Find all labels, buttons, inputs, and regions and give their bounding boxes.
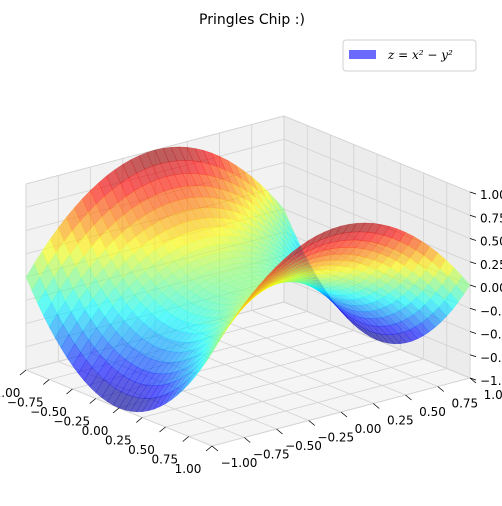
z-tick-mark — [469, 331, 477, 334]
y-tick-mark — [276, 428, 283, 435]
z-tick-label: −0.25 — [480, 304, 502, 318]
x-tick-label: −1.00 — [0, 386, 20, 400]
z-tick-mark — [469, 214, 477, 218]
y-tick-mark — [469, 377, 477, 384]
x-tick-mark — [182, 436, 190, 442]
surface-patch — [230, 303, 245, 325]
z-tick-label: 0.00 — [480, 281, 502, 295]
legend-box — [342, 39, 477, 72]
surface-plot — [25, 146, 471, 413]
grid-line — [283, 185, 471, 263]
x-tick-label: 1.00 — [175, 462, 202, 476]
z-tick-label: 0.50 — [480, 235, 502, 249]
surface-patch — [383, 226, 398, 239]
surface-patch — [399, 231, 414, 246]
y-tick-label: −0.25 — [317, 431, 354, 445]
legend: z = x² − y² — [342, 39, 477, 72]
x-tick-label: −0.50 — [30, 405, 67, 419]
x-tick-mark — [89, 398, 97, 404]
x-tick-mark — [66, 388, 73, 395]
x-tick-label: −0.25 — [53, 415, 90, 429]
y-tick-label: 0.50 — [419, 405, 446, 419]
grid-line — [188, 368, 447, 437]
x-tick-label: 0.00 — [82, 424, 109, 438]
grid-line — [283, 115, 471, 193]
z-tick-mark — [469, 261, 477, 265]
z-tick-mark — [469, 307, 477, 311]
surface-patch — [334, 223, 350, 236]
x-tick-mark — [19, 369, 27, 376]
z-tick-mark — [469, 238, 477, 241]
surface-patch — [205, 339, 221, 363]
surface-patch — [318, 227, 334, 242]
x-tick-label: 0.50 — [128, 443, 155, 457]
x-tick-mark — [42, 379, 50, 385]
surface-patch — [326, 225, 342, 238]
surface-patch — [270, 258, 285, 276]
x-tick-label: 0.75 — [151, 453, 178, 467]
y-tick-label: 0.75 — [451, 397, 478, 411]
surface-patch — [262, 266, 277, 284]
grid-line — [283, 162, 471, 239]
surface-patch — [310, 231, 326, 246]
x-tick-label: 0.25 — [105, 434, 132, 448]
y-tick-mark — [372, 403, 380, 409]
x-tick-label: −0.75 — [7, 396, 44, 410]
z-tick-label: 0.75 — [480, 211, 502, 225]
x-tick-mark — [205, 445, 213, 452]
y-tick-label: −1.00 — [221, 456, 258, 470]
legend-swatch — [349, 50, 376, 59]
y-tick-mark — [340, 411, 348, 418]
z-tick-mark — [469, 191, 477, 195]
y-tick-mark — [405, 394, 412, 401]
z-tick-label: 1.00 — [480, 188, 502, 202]
legend-label: z = x² − y² — [387, 48, 453, 62]
y-tick-label: 0.00 — [355, 422, 382, 436]
y-tick-mark — [243, 437, 251, 443]
z-tick-label: −0.75 — [480, 351, 502, 365]
grid-line — [219, 318, 406, 396]
grid-line — [165, 358, 424, 428]
surface-patch — [447, 267, 463, 286]
grid-line — [283, 138, 471, 216]
chart-title: Pringles Chip :) — [199, 12, 305, 28]
x-tick-mark — [135, 417, 143, 423]
surface-patch — [375, 224, 390, 236]
surface-patch — [439, 259, 455, 277]
z-tick-label: 0.25 — [480, 258, 502, 272]
y-tick-label: −0.50 — [285, 439, 322, 453]
surface-patch — [254, 274, 269, 293]
y-tick-label: 0.25 — [387, 414, 414, 428]
grid-line — [251, 310, 438, 387]
z-tick-mark — [469, 354, 477, 358]
z-tick-label: −1.00 — [480, 374, 502, 388]
x-tick-mark — [159, 426, 166, 433]
grid-line — [142, 349, 401, 418]
x-tick-mark — [112, 407, 120, 414]
y-tick-mark — [308, 420, 316, 426]
z-tick-label: −0.50 — [480, 328, 502, 342]
z-tick-mark — [469, 284, 477, 288]
axis-ticks: −1.00−1.00−1.00−0.75−0.75−0.75−0.50−0.50… — [0, 188, 502, 476]
y-tick-mark — [437, 386, 445, 392]
y-tick-mark — [211, 445, 219, 452]
y-tick-label: 1.00 — [484, 388, 502, 402]
surface-patch — [391, 228, 406, 242]
y-tick-label: −0.75 — [253, 448, 290, 462]
